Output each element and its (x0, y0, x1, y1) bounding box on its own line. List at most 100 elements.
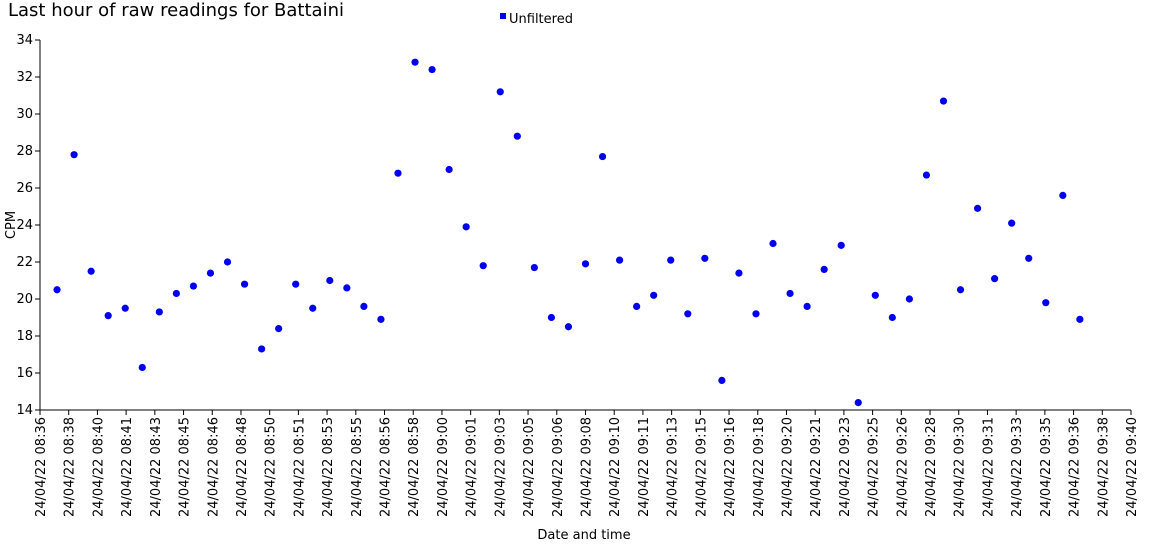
data-point (598, 152, 607, 161)
data-point (258, 345, 266, 353)
x-tick-label: 24/04/22 09:18 (752, 417, 767, 517)
legend-marker (500, 13, 506, 19)
data-point (343, 284, 351, 292)
x-tick-label: 24/04/22 09:08 (580, 417, 595, 517)
data-point (496, 88, 504, 96)
data-point (547, 313, 556, 322)
data-point (53, 286, 61, 294)
data-point (70, 151, 78, 159)
data-point (973, 204, 982, 212)
x-tick-label: 24/04/22 09:26 (895, 417, 910, 517)
legend-label: Unfiltered (509, 12, 573, 27)
data-point (854, 399, 862, 407)
x-tick-label: 24/04/22 09:36 (1068, 417, 1083, 517)
y-tick-label: 24 (16, 218, 33, 233)
data-point (1008, 219, 1016, 227)
y-tick-label: 18 (16, 329, 33, 344)
data-point (615, 256, 624, 264)
x-tick-label: 24/04/22 08:50 (264, 417, 279, 517)
y-tick-label: 22 (16, 255, 33, 270)
x-tick-label: 24/04/22 09:20 (780, 417, 795, 517)
data-point (206, 269, 215, 277)
x-axis-label: Date and time (537, 528, 630, 543)
x-tick-label: 24/04/22 09:35 (1039, 417, 1054, 517)
data-point (292, 280, 300, 288)
data-point (1076, 315, 1084, 323)
data-point (240, 280, 249, 288)
data-point (189, 282, 198, 290)
data-point (871, 291, 879, 299)
chart-title: Last hour of raw readings for Battaini (8, 0, 344, 21)
data-point (377, 315, 385, 323)
data-points (53, 58, 1084, 407)
data-point (786, 289, 794, 298)
x-tick-label: 24/04/22 09:28 (924, 417, 939, 517)
data-point (513, 132, 521, 140)
data-point (735, 269, 743, 277)
x-tick-label: 24/04/22 09:15 (694, 417, 709, 517)
x-tick-label: 24/04/22 08:53 (321, 417, 336, 517)
x-tick-label: 24/04/22 08:51 (292, 417, 307, 517)
x-tick-label: 24/04/22 09:25 (867, 417, 882, 517)
x-tick-label: 24/04/22 09:06 (551, 417, 566, 517)
y-tick-label: 34 (16, 33, 33, 48)
x-tick-label: 24/04/22 08:55 (350, 417, 365, 517)
x-tick-label: 24/04/22 08:48 (235, 417, 250, 517)
data-point (752, 310, 760, 318)
x-tick-label: 24/04/22 09:31 (981, 417, 996, 517)
x-tick-label: 24/04/22 08:40 (91, 417, 106, 517)
x-axis-ticks: 24/04/22 08:36 24/04/22 08:38 24/04/22 08:… (34, 410, 1140, 517)
data-point (394, 169, 402, 177)
data-point (837, 241, 845, 249)
y-tick-label: 26 (16, 181, 33, 196)
data-point (991, 275, 999, 283)
x-tick-label: 24/04/22 08:41 (120, 417, 135, 517)
x-tick-label: 24/04/22 08:38 (63, 417, 78, 517)
x-tick-label: 24/04/22 08:58 (407, 417, 422, 517)
data-point (138, 363, 146, 372)
data-point (888, 313, 896, 322)
data-point (360, 302, 368, 310)
data-point (87, 267, 95, 275)
data-point (956, 286, 965, 294)
x-tick-label: 24/04/22 09:23 (838, 417, 853, 517)
data-point (820, 265, 828, 273)
data-point (581, 260, 590, 268)
data-point (769, 239, 777, 248)
data-point (1042, 299, 1050, 307)
data-point (667, 256, 675, 264)
data-point (905, 295, 913, 303)
data-point (803, 302, 811, 310)
y-axis-ticks: 14 16 18 20 22 24 26 28 30 32 34 (16, 33, 40, 418)
x-tick-label: 24/04/22 09:16 (723, 417, 738, 517)
y-tick-label: 28 (16, 144, 33, 159)
data-point (309, 304, 317, 312)
y-tick-label: 30 (16, 107, 33, 122)
x-tick-label: 24/04/22 08:43 (149, 417, 164, 517)
x-tick-label: 24/04/22 09:33 (1010, 417, 1025, 517)
data-point (462, 223, 470, 231)
x-tick-label: 24/04/22 09:05 (522, 417, 537, 517)
y-tick-label: 20 (16, 292, 33, 307)
legend: Unfiltered (500, 12, 573, 27)
x-tick-label: 24/04/22 09:21 (809, 417, 824, 517)
x-tick-label: 24/04/22 09:10 (608, 417, 623, 517)
data-point (650, 291, 658, 299)
x-tick-label: 24/04/22 09:40 (1125, 417, 1140, 517)
x-tick-label: 24/04/22 09:38 (1096, 417, 1111, 517)
data-point (1025, 254, 1033, 262)
x-tick-label: 24/04/22 09:00 (436, 417, 451, 517)
data-point (633, 302, 641, 310)
data-point (684, 310, 692, 318)
data-point (428, 66, 436, 74)
data-point (172, 289, 180, 298)
data-point (701, 254, 709, 262)
data-point (445, 165, 453, 174)
data-point (223, 258, 232, 266)
data-point (939, 97, 948, 105)
y-axis-label: CPM (4, 211, 19, 239)
x-tick-label: 24/04/22 09:03 (493, 417, 508, 517)
data-point (326, 276, 334, 285)
data-point (1059, 191, 1067, 199)
